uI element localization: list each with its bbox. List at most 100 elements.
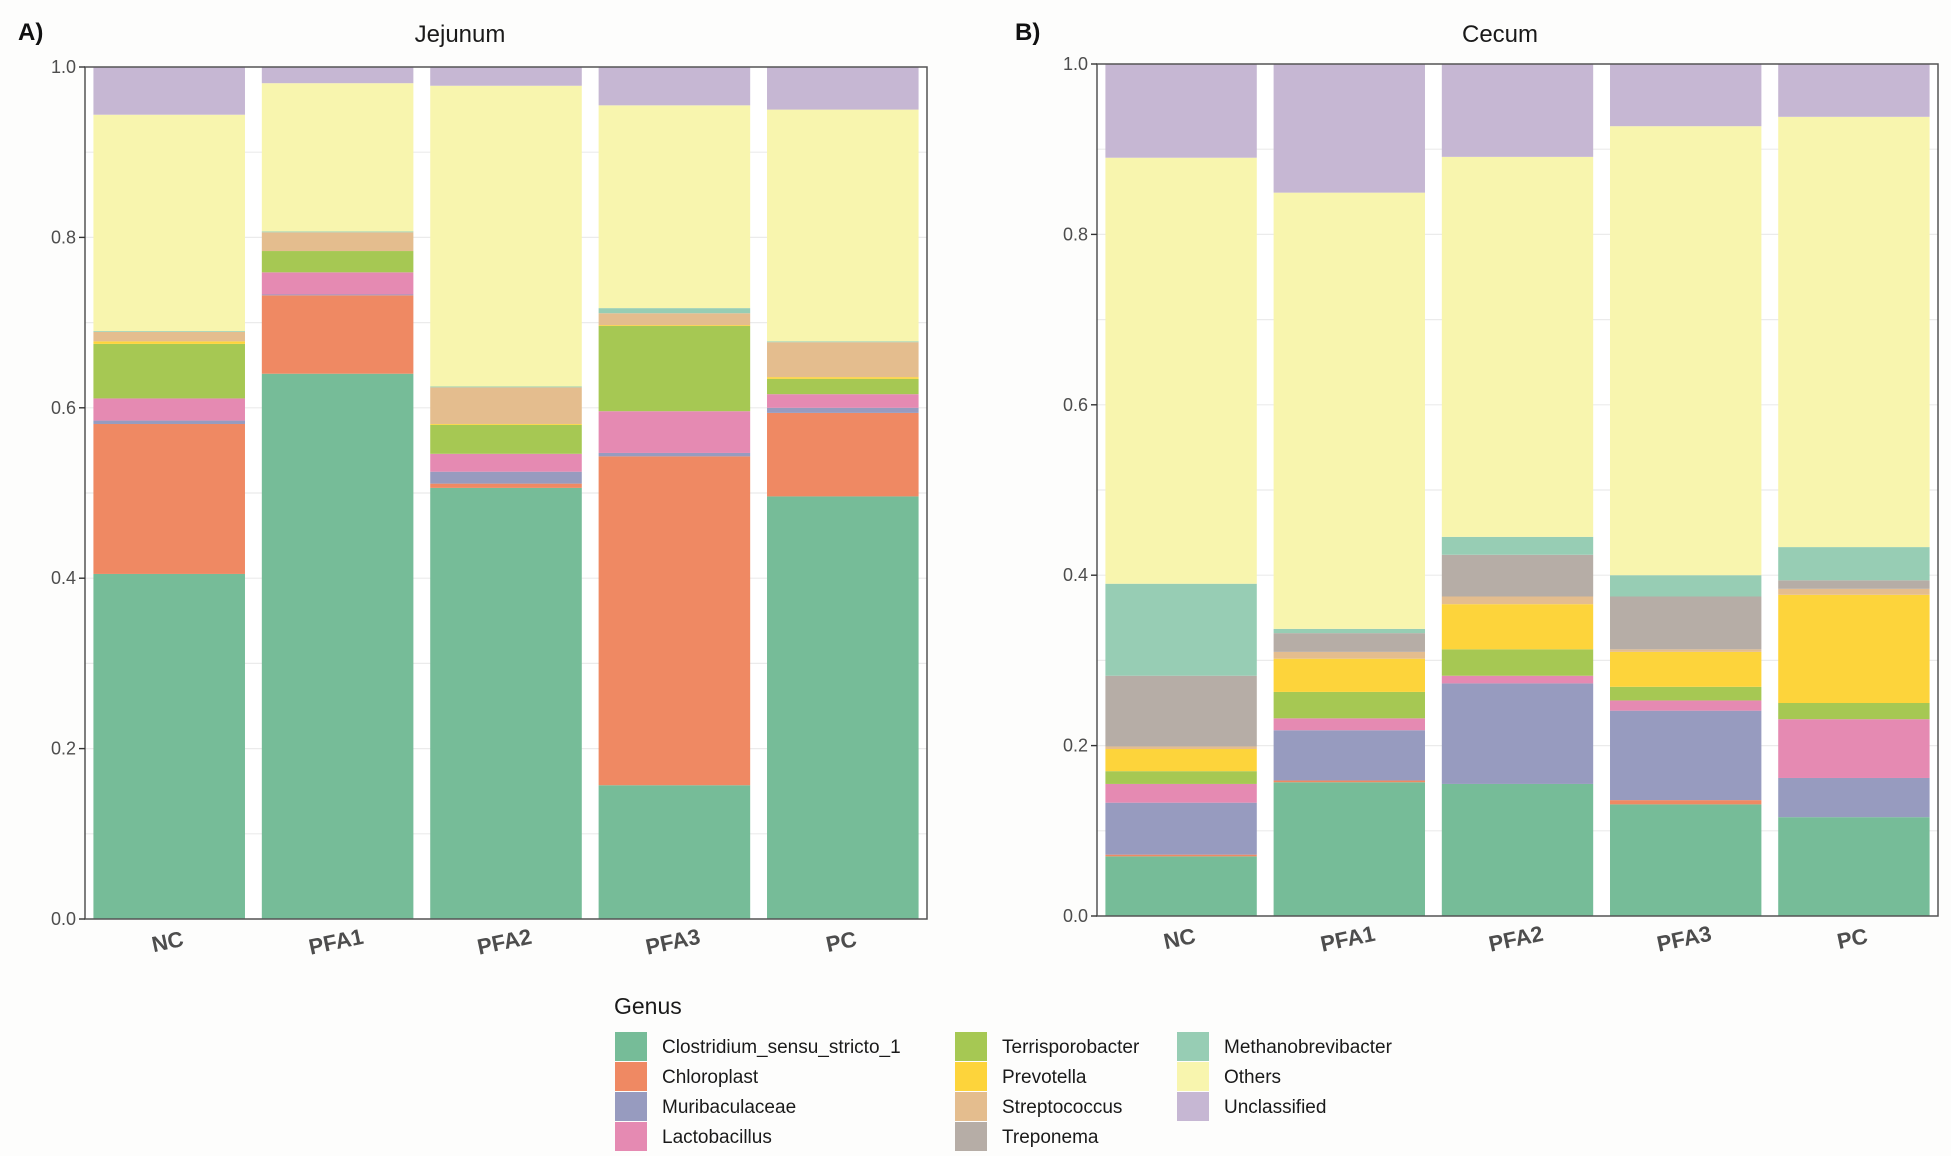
bar-segment-unclassified-pfa1 bbox=[1273, 64, 1425, 193]
bar-segment-terrisporobacter-nc bbox=[93, 343, 245, 399]
legend-swatch bbox=[615, 1122, 647, 1151]
panel-jejunum: A) Jejunum NC PFA1 PFA2 PFA3 PC 0.0 0.2 0.4 0.6 0… bbox=[18, 19, 928, 960]
bar-segment-prevotella-pc bbox=[1778, 594, 1930, 703]
bar-segment-muribaculaceae-pc bbox=[1778, 777, 1930, 818]
bar-segment-methanobrevibacter-nc bbox=[93, 331, 245, 332]
legend-item: Treponema bbox=[955, 1122, 1099, 1151]
x-tick-label: PFA1 bbox=[1318, 921, 1377, 957]
y-tick-label: 0.4 bbox=[51, 568, 76, 588]
y-tick-label: 0.8 bbox=[51, 227, 76, 247]
bar-segment-chloroplast-pfa3 bbox=[1610, 800, 1762, 805]
legend-swatch bbox=[615, 1092, 647, 1121]
bar-segment-streptococcus-pfa2 bbox=[430, 387, 582, 424]
bar-segment-methanobrevibacter-pfa2 bbox=[430, 386, 582, 388]
legend-swatch bbox=[955, 1062, 987, 1091]
legend-item: Terrisporobacter bbox=[955, 1032, 1140, 1061]
bar-segment-unclassified-nc bbox=[1105, 64, 1257, 158]
x-tick-label: PFA3 bbox=[643, 924, 702, 960]
bar-segment-methanobrevibacter-pc bbox=[767, 341, 919, 343]
bar-segment-prevotella-pfa1 bbox=[1273, 658, 1425, 692]
legend-item: Clostridium_sensu_stricto_1 bbox=[615, 1032, 901, 1061]
bar-segment-prevotella-pc bbox=[767, 377, 919, 379]
x-tick-label: NC bbox=[149, 926, 185, 957]
bar-segment-unclassified-pfa3 bbox=[598, 67, 751, 106]
legend-swatch bbox=[955, 1092, 987, 1121]
bar-segment-streptococcus-pc bbox=[767, 342, 919, 378]
bar-segment-streptococcus-pfa1 bbox=[1273, 651, 1425, 659]
y-tick-label: 0.2 bbox=[1063, 736, 1088, 756]
legend-label: Chloroplast bbox=[662, 1067, 759, 1088]
bar-segment-unclassified-pfa2 bbox=[430, 67, 582, 86]
y-tick-label: 0.6 bbox=[51, 398, 76, 418]
bar-segment-lactobacillus-pc bbox=[1778, 719, 1930, 778]
x-tick-label: PFA3 bbox=[1655, 921, 1714, 957]
x-tick-label: NC bbox=[1161, 923, 1197, 954]
panel-tag: B) bbox=[1015, 19, 1040, 46]
bar-segment-others-pfa1 bbox=[1273, 192, 1425, 629]
bar-segment-unclassified-pfa2 bbox=[1441, 64, 1594, 157]
plot-border bbox=[1096, 63, 1939, 917]
bar-segment-streptococcus-nc bbox=[1105, 746, 1257, 750]
legend-item: Streptococcus bbox=[955, 1092, 1122, 1121]
legend-label: Clostridium_sensu_stricto_1 bbox=[662, 1037, 901, 1058]
legend-swatch bbox=[615, 1062, 647, 1091]
bar-segment-clostridium-sensu-stricto-1-nc bbox=[1105, 856, 1257, 916]
panel-title: Cecum bbox=[1462, 21, 1538, 48]
bar-segment-clostridium-sensu-stricto-1-pfa1 bbox=[1273, 782, 1425, 916]
bar-segment-terrisporobacter-pfa3 bbox=[1610, 686, 1762, 701]
legend-item: Methanobrevibacter bbox=[1177, 1032, 1393, 1061]
bar-segment-muribaculaceae-pfa3 bbox=[1610, 710, 1762, 801]
y-tick-label: 0.6 bbox=[1063, 395, 1088, 415]
bar-segment-methanobrevibacter-nc bbox=[1105, 583, 1257, 676]
x-tick-label: PC bbox=[824, 926, 859, 957]
bar-segment-others-nc bbox=[1105, 157, 1257, 584]
bar-segment-lactobacillus-pfa2 bbox=[1441, 675, 1594, 684]
bar-segment-muribaculaceae-pfa2 bbox=[1441, 683, 1594, 784]
bar-segment-terrisporobacter-pfa2 bbox=[430, 424, 582, 454]
x-tick-label: PFA2 bbox=[475, 924, 534, 960]
x-tick-label: PFA2 bbox=[1486, 921, 1545, 957]
bar-segment-terrisporobacter-pfa3 bbox=[598, 326, 751, 412]
bar-segment-streptococcus-pfa3 bbox=[1610, 649, 1762, 652]
bar-segment-muribaculaceae-pfa3 bbox=[598, 452, 751, 457]
x-tick-label: PFA1 bbox=[307, 924, 366, 960]
bar-segment-others-pfa2 bbox=[430, 85, 582, 387]
legend-label: Unclassified bbox=[1224, 1097, 1326, 1118]
legend-swatch bbox=[1177, 1032, 1209, 1061]
bar-segment-treponema-pc bbox=[1778, 580, 1930, 589]
bar-segment-streptococcus-nc bbox=[93, 331, 245, 342]
legend-item: Lactobacillus bbox=[615, 1122, 772, 1151]
bar-segment-treponema-nc bbox=[1105, 675, 1257, 747]
legend-swatch bbox=[955, 1122, 987, 1151]
legend-swatch bbox=[1177, 1092, 1209, 1121]
bar-segment-methanobrevibacter-pc bbox=[1778, 547, 1930, 581]
bar-segment-streptococcus-pfa3 bbox=[598, 313, 751, 326]
bar-segment-lactobacillus-pc bbox=[767, 394, 919, 408]
bar-segment-chloroplast-pc bbox=[767, 412, 919, 497]
bar-segment-muribaculaceae-nc bbox=[1105, 802, 1257, 855]
legend: Genus Clostridium_sensu_stricto_1 Chlorop… bbox=[614, 993, 1393, 1151]
legend-item: Muribaculaceae bbox=[615, 1092, 796, 1121]
legend-item: Others bbox=[1177, 1062, 1281, 1091]
legend-label: Streptococcus bbox=[1002, 1097, 1122, 1118]
bar-segment-others-pc bbox=[1778, 116, 1930, 548]
legend-swatch bbox=[615, 1032, 647, 1061]
bar-segment-clostridium-sensu-stricto-1-pc bbox=[1778, 817, 1930, 916]
y-tick-label: 0.0 bbox=[51, 909, 76, 929]
legend-swatch bbox=[1177, 1062, 1209, 1091]
bar-segment-chloroplast-pfa3 bbox=[598, 456, 751, 786]
bars bbox=[1105, 64, 1930, 916]
legend-label: Treponema bbox=[1002, 1127, 1099, 1148]
bar-segment-lactobacillus-nc bbox=[93, 398, 245, 421]
bar-segment-unclassified-pc bbox=[1778, 64, 1930, 117]
bar-segment-others-pfa3 bbox=[598, 105, 751, 309]
legend-label: Lactobacillus bbox=[662, 1127, 772, 1148]
legend-label: Terrisporobacter bbox=[1002, 1037, 1140, 1058]
legend-swatch bbox=[955, 1032, 987, 1061]
y-tick-label: 1.0 bbox=[51, 57, 76, 77]
bar-segment-methanobrevibacter-pfa2 bbox=[1441, 536, 1594, 555]
bar-segment-prevotella-pfa3 bbox=[1610, 651, 1762, 687]
bar-segment-streptococcus-pfa1 bbox=[261, 232, 414, 252]
bar-segment-prevotella-nc bbox=[1105, 749, 1257, 772]
